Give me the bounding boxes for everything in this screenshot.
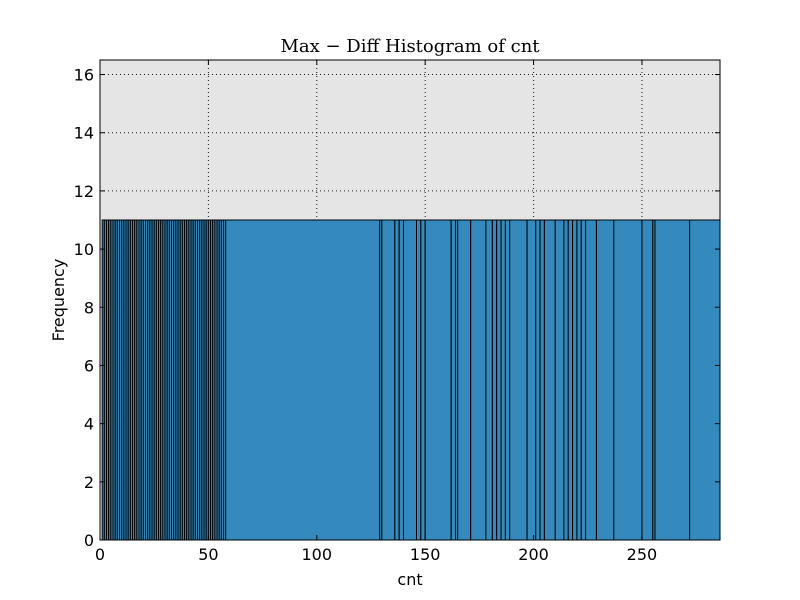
- y-tick-label: 12: [74, 182, 94, 201]
- plot-frame: [99, 59, 721, 541]
- y-tick-label: 0: [84, 531, 94, 550]
- x-axis-ticks: 0 50 100 150 200 250: [95, 60, 657, 564]
- histogram-bar: [613, 219, 643, 541]
- histogram-bar: [457, 219, 472, 541]
- y-tick-label: 2: [84, 473, 94, 492]
- histogram-bar: [496, 219, 502, 541]
- x-tick-label: 250: [627, 545, 658, 564]
- histogram-bar: [420, 219, 426, 541]
- y-axis-label: Frequency: [49, 259, 68, 342]
- histogram-bar: [509, 219, 528, 541]
- histogram-bar: [641, 219, 654, 541]
- x-tick-label: 0: [95, 545, 105, 564]
- x-tick-label: 200: [518, 545, 549, 564]
- histogram-bar: [470, 219, 487, 541]
- histogram-bar: [416, 219, 422, 541]
- y-tick-label: 14: [74, 124, 94, 143]
- histogram-bar: [554, 219, 565, 541]
- histogram-bar: [543, 219, 556, 541]
- histogram-bar: [580, 219, 587, 541]
- histogram-bar: [398, 219, 404, 541]
- histogram-bar: [504, 219, 511, 541]
- y-tick-label: 4: [84, 415, 94, 434]
- histogram-bar: [654, 219, 691, 541]
- histogram-bar: [225, 219, 381, 541]
- histogram-bar: [394, 219, 400, 541]
- bars: [101, 219, 721, 541]
- histogram-bar: [563, 219, 569, 541]
- histogram-bar: [381, 219, 396, 541]
- x-tick-label: 100: [302, 545, 333, 564]
- chart-title: Max − Diff Histogram of cnt: [280, 36, 540, 57]
- histogram-bar: [491, 219, 498, 541]
- histogram-bar: [572, 219, 578, 541]
- x-tick-label: 150: [410, 545, 441, 564]
- histogram-bar: [424, 219, 452, 541]
- histogram-bar: [576, 219, 582, 541]
- histogram-bar: [535, 219, 541, 541]
- histogram-bar: [567, 219, 574, 541]
- y-tick-label: 16: [74, 66, 94, 85]
- y-axis-ticks: 0 2 4 6 8 10 12 14 16: [74, 66, 720, 550]
- histogram-bar: [595, 219, 615, 541]
- x-axis-label: cnt: [397, 570, 422, 589]
- histogram-bar: [485, 219, 493, 541]
- histogram-bar: [500, 219, 506, 541]
- histogram-bar: [450, 219, 457, 541]
- y-tick-label: 8: [84, 298, 94, 317]
- y-tick-label: 10: [74, 240, 94, 259]
- histogram-bar: [526, 219, 537, 541]
- histogram-bar: [585, 219, 597, 541]
- y-tick-label: 6: [84, 356, 94, 375]
- x-tick-label: 50: [198, 545, 218, 564]
- histogram-bar: [689, 219, 721, 541]
- histogram-bar: [539, 219, 545, 541]
- histogram-bar: [402, 219, 418, 541]
